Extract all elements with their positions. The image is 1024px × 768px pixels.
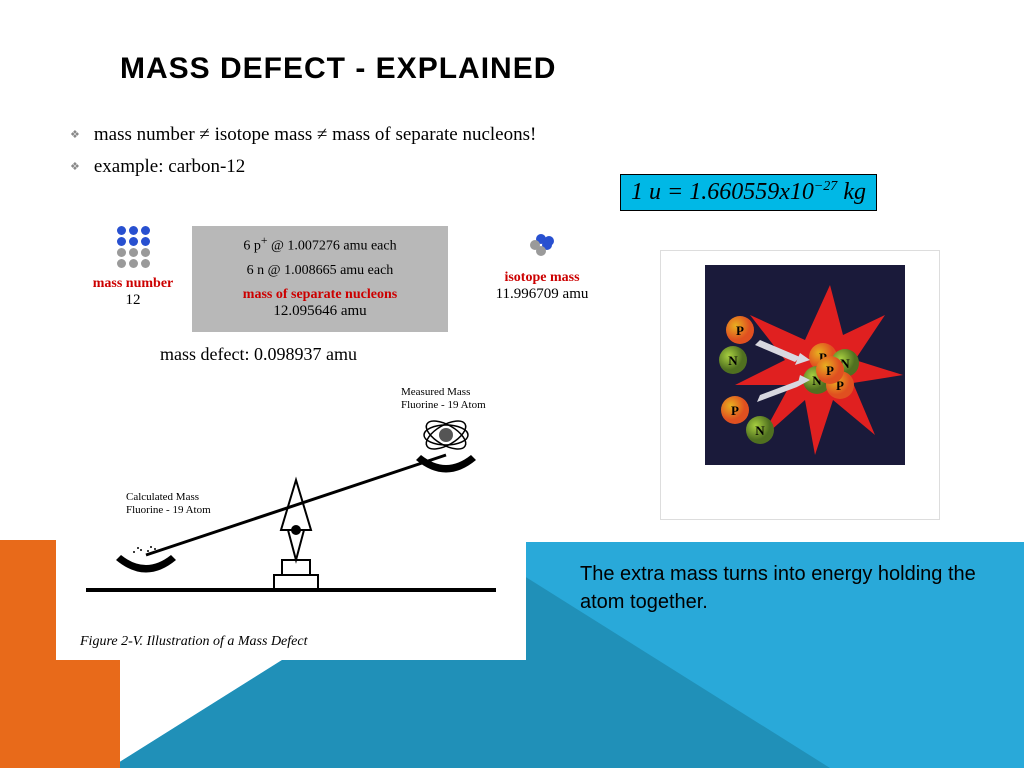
svg-text:Calculated Mass: Calculated Mass: [126, 491, 199, 503]
slide-title: MASS DEFECT - EXPLAINED: [120, 52, 556, 86]
separate-value: 12.095646 amu: [202, 303, 438, 320]
isotope-column: isotope mass 11.996709 amu: [472, 226, 612, 303]
mass-number-column: mass number 12: [74, 226, 192, 309]
svg-text:N: N: [728, 353, 738, 368]
energy-caption: The extra mass turns into energy holding…: [580, 560, 980, 616]
svg-text:Measured Mass: Measured Mass: [401, 386, 470, 398]
bullet-text: mass number ≠ isotope mass ≠ mass of sep…: [94, 122, 536, 148]
bullet-text: example: carbon-12: [94, 154, 245, 180]
neutron-mass-line: 6 n @ 1.008665 amu each: [202, 263, 438, 279]
svg-text:Fluorine - 19 Atom: Fluorine - 19 Atom: [126, 504, 211, 516]
isotope-label: isotope mass: [472, 270, 612, 286]
svg-text:P: P: [826, 363, 834, 378]
nucleus-icon: [528, 232, 556, 260]
svg-text:P: P: [731, 403, 739, 418]
separate-label: mass of separate nucleons: [202, 287, 438, 303]
bullet-item: ❖ example: carbon-12: [70, 154, 550, 180]
bullet-list: ❖ mass number ≠ isotope mass ≠ mass of s…: [70, 122, 550, 185]
svg-text:Fluorine - 19 Atom: Fluorine - 19 Atom: [401, 399, 486, 411]
unit-formula: 1 u = 1.660559x10−27 kg: [620, 174, 877, 211]
proton-mass-line: 6 p+ @ 1.007276 amu each: [202, 234, 438, 255]
mass-number-label: mass number: [74, 276, 192, 292]
mass-number-value: 12: [74, 292, 192, 309]
scale-caption: Figure 2-V. Illustration of a Mass Defec…: [80, 634, 307, 650]
isotope-value: 11.996709 amu: [472, 286, 612, 303]
svg-text:P: P: [736, 323, 744, 338]
separate-nucleons-box: 6 p+ @ 1.007276 amu each 6 n @ 1.008665 …: [192, 226, 448, 332]
balance-scale-figure: Calculated Mass Fluorine - 19 Atom Measu…: [56, 380, 526, 660]
mass-defect-value: mass defect: 0.098937 amu: [160, 344, 357, 365]
bullet-icon: ❖: [70, 160, 80, 175]
nucleon-dots-icon: [117, 226, 150, 270]
fusion-illustration: P N N P P P N P N: [660, 250, 940, 520]
comparison-row: mass number 12 6 p+ @ 1.007276 amu each …: [74, 226, 612, 332]
bullet-item: ❖ mass number ≠ isotope mass ≠ mass of s…: [70, 122, 550, 148]
bullet-icon: ❖: [70, 128, 80, 143]
svg-text:N: N: [755, 423, 765, 438]
